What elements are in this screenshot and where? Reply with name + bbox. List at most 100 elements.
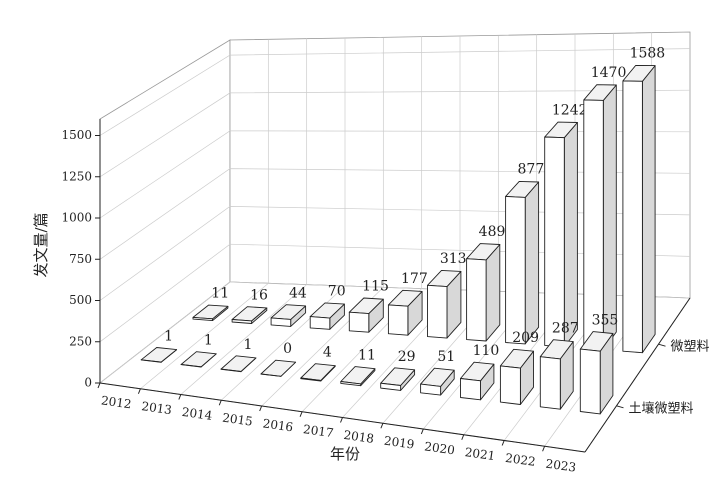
bar <box>505 180 540 345</box>
value-label: 877 <box>518 162 545 178</box>
bar-side <box>485 244 501 342</box>
bar <box>579 331 614 415</box>
x-tick <box>137 388 141 394</box>
bar-front <box>499 365 521 405</box>
bar <box>460 361 495 401</box>
x-axis-title: 年份 <box>330 445 360 463</box>
bar <box>192 304 229 322</box>
x-tick <box>501 440 505 446</box>
bar-front <box>387 304 409 336</box>
value-label: 1 <box>204 333 213 349</box>
x-tick <box>542 446 546 452</box>
floor-grid-line <box>140 283 269 390</box>
value-label: 44 <box>289 285 307 301</box>
x-tick-label: 2021 <box>464 445 496 463</box>
bar-side <box>641 65 656 354</box>
value-label: 313 <box>440 251 467 267</box>
bar-front <box>140 359 162 363</box>
bar-front <box>466 258 487 342</box>
bar <box>140 347 178 363</box>
x-tick-label: 2023 <box>545 457 577 475</box>
x-tick-label: 2015 <box>221 411 253 429</box>
bar <box>499 348 534 405</box>
value-label: 177 <box>401 271 428 287</box>
bar-front <box>544 136 565 348</box>
bar-front <box>505 195 526 345</box>
value-label: 4 <box>323 345 332 361</box>
value-label: 1 <box>164 329 173 345</box>
bar <box>220 355 257 373</box>
value-label: 16 <box>250 287 268 303</box>
x-tick <box>299 411 303 417</box>
value-label: 115 <box>362 279 389 295</box>
value-label: 209 <box>512 330 539 346</box>
value-label: 11 <box>358 348 376 364</box>
bar <box>380 367 416 391</box>
grid-line <box>99 168 691 260</box>
bar-front <box>309 316 331 330</box>
bar-side <box>563 122 578 348</box>
bar-front <box>460 378 481 401</box>
bar-front <box>192 316 213 322</box>
bar-side <box>524 181 540 345</box>
value-label: 11 <box>211 286 229 302</box>
bar <box>466 243 501 342</box>
y-tick-label: 250 <box>69 334 92 348</box>
x-tick-label: 2017 <box>302 422 334 440</box>
x-tick-label: 2020 <box>424 439 456 457</box>
bar <box>180 351 217 368</box>
y-axis-title: 发文量/篇 <box>32 212 50 277</box>
x-tick-label: 2014 <box>181 405 214 423</box>
x-tick-label: 2019 <box>383 434 415 452</box>
x-tick <box>340 417 343 423</box>
value-label: 287 <box>552 321 579 337</box>
bar-front <box>300 377 322 382</box>
bar-front <box>260 373 282 377</box>
bar <box>539 339 574 410</box>
bar <box>544 121 578 348</box>
x-tick-label: 2022 <box>504 451 536 469</box>
value-label: 1588 <box>630 46 666 62</box>
bar <box>427 269 462 339</box>
value-label: 1470 <box>591 65 627 81</box>
bar-front <box>340 381 362 387</box>
bar <box>583 84 617 351</box>
bar-front <box>231 319 253 324</box>
bar-front <box>420 383 442 396</box>
x-tick-label: 2018 <box>343 428 375 446</box>
bar-front <box>220 368 242 373</box>
bar <box>231 306 268 324</box>
bar <box>420 367 455 396</box>
x-tick-label: 2012 <box>100 393 132 411</box>
bar-front <box>180 364 202 368</box>
bar-front <box>427 284 448 339</box>
bar-side <box>602 84 617 351</box>
grid-line <box>99 89 691 178</box>
x-tick <box>259 405 263 412</box>
bar <box>270 304 307 327</box>
value-label: 489 <box>479 224 506 240</box>
value-label: 355 <box>592 313 619 329</box>
y-tick-label: 500 <box>69 293 92 307</box>
value-label: 1 <box>244 337 253 353</box>
bar-front <box>622 80 643 354</box>
value-label: 1242 <box>552 102 588 118</box>
bar <box>622 64 656 354</box>
bar <box>340 366 376 387</box>
bar <box>348 297 384 333</box>
x-tick <box>178 394 182 400</box>
bar-front <box>539 356 561 410</box>
bar <box>309 302 345 330</box>
bar-front <box>270 317 292 327</box>
bar-front <box>579 348 601 415</box>
bar-front <box>380 382 402 391</box>
grid-line <box>99 48 691 136</box>
bar <box>300 363 336 382</box>
bar-front <box>348 311 370 333</box>
value-label: 0 <box>283 341 292 357</box>
series-label: 土壤微塑料 <box>629 400 694 416</box>
value-label: 29 <box>398 349 416 365</box>
bar <box>260 359 297 377</box>
